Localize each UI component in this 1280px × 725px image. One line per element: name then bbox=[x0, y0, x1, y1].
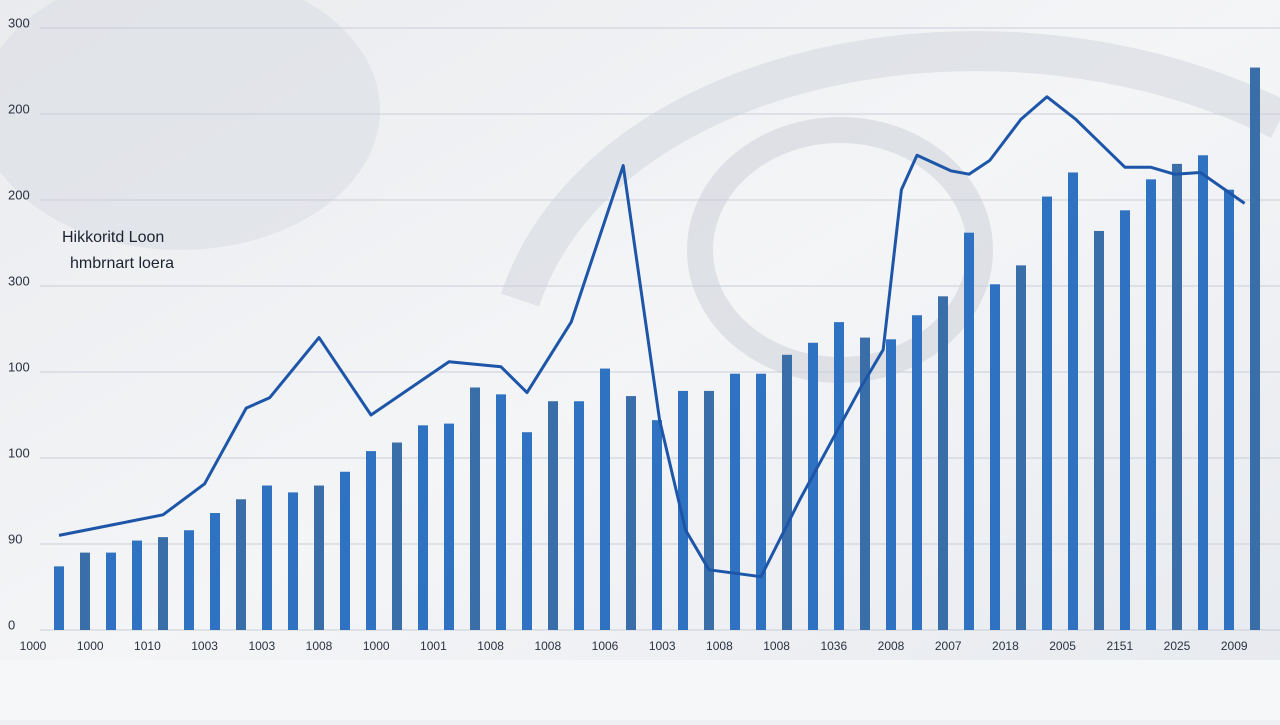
bar bbox=[600, 368, 610, 630]
bar bbox=[314, 485, 324, 630]
x-tick-label: 1003 bbox=[248, 639, 275, 653]
y-tick-label: 300 bbox=[8, 15, 30, 30]
bar bbox=[912, 315, 922, 630]
bar bbox=[678, 390, 688, 630]
bar bbox=[262, 485, 272, 630]
legend-label: Hikkoritd Loon bbox=[62, 229, 164, 246]
bar bbox=[236, 499, 246, 630]
bar bbox=[1198, 155, 1208, 630]
bar bbox=[704, 390, 714, 630]
y-tick-label: 100 bbox=[8, 445, 30, 460]
y-tick-label: 90 bbox=[8, 531, 22, 546]
x-tick-label: 1006 bbox=[592, 639, 619, 653]
bar bbox=[652, 420, 662, 630]
bar bbox=[1016, 265, 1026, 630]
bar bbox=[756, 373, 766, 630]
x-tick-label: 2009 bbox=[1221, 639, 1248, 653]
y-tick-label: 200 bbox=[8, 101, 30, 116]
bar bbox=[548, 401, 558, 630]
bar bbox=[808, 342, 818, 630]
bar bbox=[574, 401, 584, 630]
bar bbox=[340, 471, 350, 630]
bar bbox=[1250, 67, 1260, 630]
x-tick-label: 1008 bbox=[477, 639, 504, 653]
bar bbox=[860, 337, 870, 630]
bar bbox=[418, 425, 428, 630]
bar bbox=[288, 492, 298, 630]
bar bbox=[496, 394, 506, 630]
bar bbox=[1042, 196, 1052, 630]
line bbox=[58, 95, 1246, 579]
x-tick-label: 1008 bbox=[306, 639, 333, 653]
backdrop-shape bbox=[0, 0, 380, 250]
bar bbox=[964, 232, 974, 630]
bar bbox=[626, 396, 636, 630]
bar bbox=[834, 322, 844, 630]
bar bbox=[1068, 172, 1078, 631]
bar bbox=[392, 442, 402, 630]
bar bbox=[132, 540, 142, 630]
x-tick-label: 2025 bbox=[1164, 639, 1191, 653]
backdrop-shape bbox=[501, 31, 1280, 307]
y-tick-label: 100 bbox=[8, 359, 30, 374]
x-tick-label: 1008 bbox=[706, 639, 733, 653]
y-tick-label: 300 bbox=[8, 273, 30, 288]
bar bbox=[210, 513, 220, 630]
x-tick-label: 2151 bbox=[1106, 639, 1133, 653]
x-tick-label: 1000 bbox=[363, 639, 390, 653]
footer-band bbox=[0, 660, 1280, 720]
x-tick-label: 1001 bbox=[420, 639, 447, 653]
bar bbox=[730, 373, 740, 630]
y-tick-label: 200 bbox=[8, 187, 30, 202]
x-tick-label: 1000 bbox=[77, 639, 104, 653]
bar bbox=[54, 566, 64, 630]
x-tick-label: 2007 bbox=[935, 639, 962, 653]
bar bbox=[938, 296, 948, 630]
bar bbox=[1146, 179, 1156, 631]
x-tick-label: 2018 bbox=[992, 639, 1019, 653]
bar bbox=[106, 552, 116, 630]
legend-label: hmbrnart loera bbox=[70, 255, 174, 272]
bar bbox=[184, 530, 194, 630]
x-tick-label: 2005 bbox=[1049, 639, 1076, 653]
bar bbox=[158, 537, 168, 630]
bar bbox=[1172, 163, 1182, 630]
bar bbox=[990, 284, 1000, 630]
x-tick-label: 1010 bbox=[134, 639, 161, 653]
bar bbox=[444, 423, 454, 630]
bar bbox=[1094, 230, 1104, 630]
x-tick-label: 1036 bbox=[820, 639, 847, 653]
bar bbox=[470, 387, 480, 630]
x-tick-label: 1008 bbox=[763, 639, 790, 653]
x-tick-label: 1003 bbox=[649, 639, 676, 653]
bar bbox=[1224, 189, 1234, 630]
y-tick-label: 0 bbox=[8, 617, 15, 632]
bar bbox=[1120, 210, 1130, 630]
x-tick-label: 1003 bbox=[191, 639, 218, 653]
bar bbox=[782, 354, 792, 630]
bar bbox=[366, 451, 376, 630]
bar bbox=[80, 552, 90, 630]
bar bbox=[886, 339, 896, 630]
bar bbox=[522, 432, 532, 630]
x-tick-label: 2008 bbox=[878, 639, 905, 653]
x-tick-label: 1008 bbox=[534, 639, 561, 653]
x-tick-label: 1000 bbox=[20, 639, 47, 653]
